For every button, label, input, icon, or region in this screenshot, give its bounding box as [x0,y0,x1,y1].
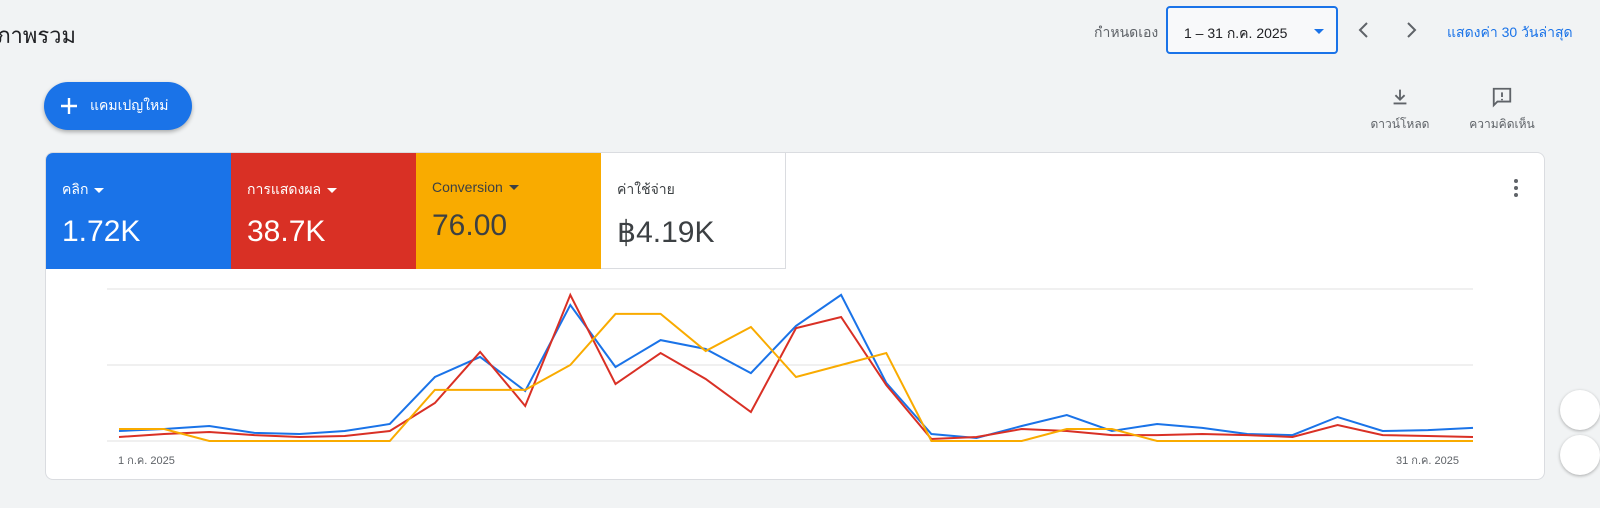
caret-down-icon [1314,29,1324,34]
series-line-การแสดงผล [118,292,1474,441]
download-icon [1393,89,1407,105]
date-mode-label: กำหนดเอง [1094,24,1159,40]
metric-label: ค่าใช้จ่าย [617,181,675,197]
last-30-days-link[interactable]: แสดงค่า 30 วันล่าสุด [1447,24,1573,40]
download-button[interactable]: ดาวน์โหลด [1360,86,1440,134]
performance-card: คลิก 1.72K การแสดงผล 38.7K Conversion 76.00… [45,152,1545,480]
series-line-คลิก [118,293,1474,440]
metric-cost[interactable]: ค่าใช้จ่าย฿4.19K [601,153,786,269]
metric-value: 76.00 [432,209,508,242]
feedback-button[interactable]: ความคิดเห็น [1462,86,1542,134]
metric-label: การแสดงผล [247,181,322,197]
dropdown-icon [327,187,338,193]
metric-impressions[interactable]: การแสดงผล 38.7K [231,153,416,269]
feedback-label: ความคิดเห็น [1469,117,1535,131]
metric-label: Conversion [432,179,503,195]
more-options-icon[interactable] [1514,179,1520,200]
date-range-select[interactable]: 1 – 31 ก.ค. 2025 [1166,6,1338,54]
metric-value: 38.7K [247,215,326,248]
line-chart [107,288,1474,442]
x-axis-end-label: 31 ก.ค. 2025 [1396,455,1459,467]
page-title: ภาพรวม [0,23,77,48]
plus-icon [61,98,77,114]
chevron-left-icon[interactable] [1352,18,1376,42]
x-axis-start-label: 1 ก.ค. 2025 [118,455,175,467]
metric-value: 1.72K [62,215,141,248]
download-label: ดาวน์โหลด [1370,117,1430,131]
metric-clicks[interactable]: คลิก 1.72K [46,153,231,269]
date-range-value: 1 – 31 ก.ค. 2025 [1184,25,1288,41]
series-line-Conversion [119,312,1473,442]
dropdown-icon [94,187,105,193]
new-campaign-button[interactable]: แคมเปญใหม่ [44,82,192,130]
metric-conversion[interactable]: Conversion 76.00 [416,153,601,269]
floating-button[interactable] [1560,435,1600,475]
dropdown-icon [508,184,519,190]
floating-button[interactable] [1560,390,1600,430]
chevron-right-icon[interactable] [1399,18,1423,42]
metric-value: ฿4.19K [617,216,715,249]
feedback-icon [1492,87,1512,108]
new-campaign-label: แคมเปญใหม่ [90,97,169,113]
metric-label: คลิก [62,181,89,197]
